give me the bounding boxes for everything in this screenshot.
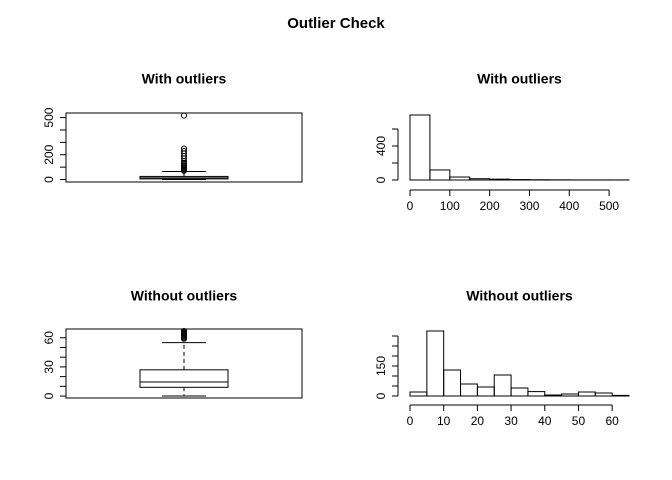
outlier [181,112,187,119]
bar [409,391,428,397]
y-tick-label: 150 [374,356,388,376]
x-tick-label: 0 [407,199,414,213]
y-tick-label: 0 [42,392,56,399]
x-tick-label: 200 [480,199,500,213]
bar [561,393,579,397]
x-tick-label: 10 [437,414,451,428]
x-tick-label: 100 [440,199,460,213]
bar [489,178,511,181]
y-tick-label: 30 [42,360,56,374]
bar [527,391,546,397]
bar [476,386,495,397]
outlier [181,145,187,152]
y-tick-label: 0 [42,176,56,183]
bar [469,178,491,181]
bar [510,387,529,397]
bar [544,394,563,397]
bar [409,114,431,181]
bar [443,369,462,397]
x-tick-label: 40 [538,414,552,428]
x-tick-label: 60 [605,414,619,428]
y-tick-label: 60 [42,331,56,345]
y-tick-label: 500 [42,107,56,127]
x-tick-label: 500 [599,199,619,213]
bar [611,394,630,397]
y-tick-label: 200 [42,144,56,164]
x-tick-label: 0 [407,414,414,428]
outlier [181,148,187,155]
bar [594,392,613,397]
bar [577,391,596,397]
y-tick-label: 0 [374,176,388,183]
y-tick-label: 400 [374,136,388,156]
x-tick-label: 50 [572,414,586,428]
outlier [181,159,187,166]
bar [429,169,451,181]
bar [493,374,512,397]
box [139,369,229,388]
panel-title: With outliers [142,71,227,87]
x-tick-label: 300 [519,199,539,213]
panel-title: With outliers [477,71,562,87]
panel-title: Without outliers [466,288,573,304]
panel-title: Without outliers [131,288,238,304]
x-tick-label: 30 [504,414,518,428]
outlier [181,327,187,334]
bar [449,176,471,181]
x-tick-label: 400 [559,199,579,213]
bar [426,330,445,397]
x-tick-label: 20 [471,414,485,428]
y-tick-label: 0 [374,392,388,399]
figure-title: Outlier Check [287,15,385,32]
bar [460,383,478,397]
